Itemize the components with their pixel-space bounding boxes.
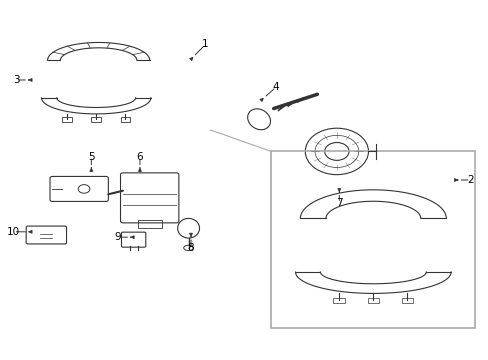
Bar [367,298,378,303]
Text: 8: 8 [187,243,194,253]
Text: 9: 9 [115,232,121,242]
Text: 1: 1 [202,39,208,49]
Text: 5: 5 [88,152,95,162]
Bar [401,298,412,303]
Text: 10: 10 [7,227,20,237]
Text: 4: 4 [272,82,279,92]
Text: 6: 6 [136,152,143,162]
Bar [120,117,130,122]
Text: 2: 2 [467,175,473,185]
Bar [137,220,162,228]
Bar [333,298,345,303]
Bar [271,152,474,328]
Bar [62,117,72,122]
Text: 3: 3 [13,75,19,85]
Bar [91,117,101,122]
Text: 7: 7 [335,198,342,208]
